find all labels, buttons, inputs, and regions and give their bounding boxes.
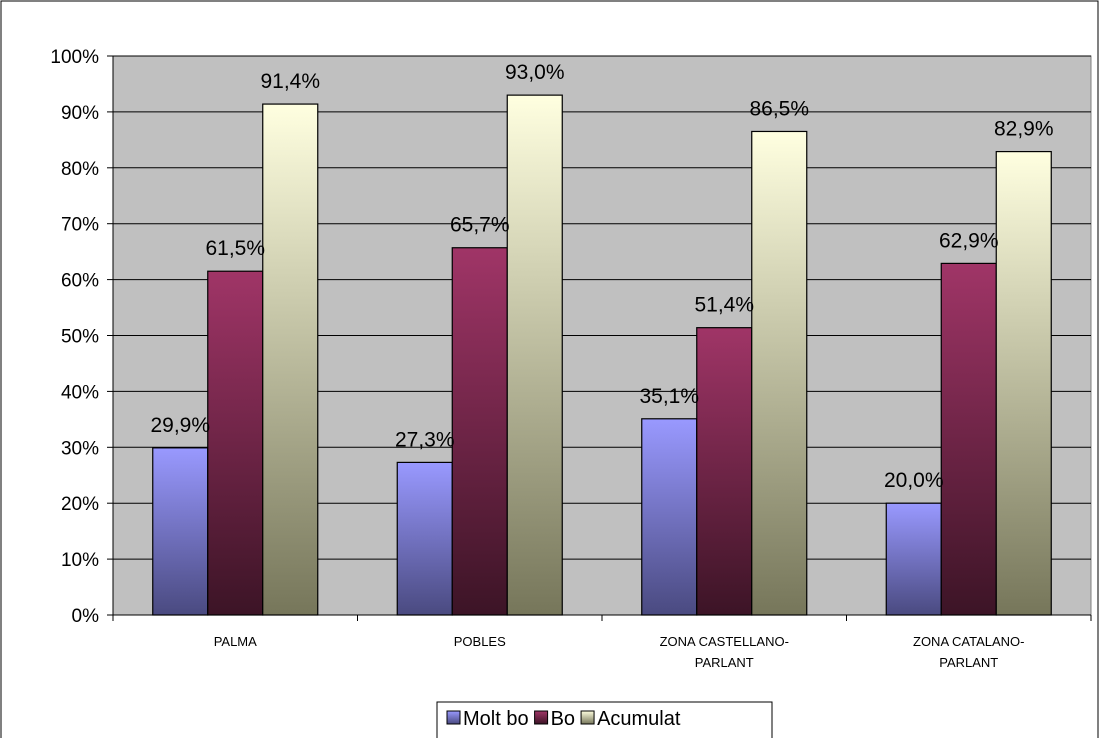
legend: Molt bo Bo Acumulat xyxy=(436,701,773,738)
y-tick-label: 20% xyxy=(61,494,99,515)
bar-bo xyxy=(940,262,997,616)
data-label: 91,4% xyxy=(260,70,320,93)
x-tick-label: PALMA xyxy=(214,634,257,649)
bar-molt-bo xyxy=(152,447,209,616)
data-label: 62,9% xyxy=(939,229,999,252)
data-label: 35,1% xyxy=(639,385,699,408)
legend-box xyxy=(436,701,773,738)
y-tick-label: 60% xyxy=(61,271,99,292)
data-label: 93,0% xyxy=(505,61,565,84)
x-tick-label: ZONA CASTELLANO- xyxy=(660,634,789,649)
data-label: 65,7% xyxy=(450,214,510,237)
legend-swatch xyxy=(534,710,549,725)
y-tick-label: 70% xyxy=(61,215,99,236)
bar-molt-bo xyxy=(396,461,453,616)
bar-acumulat xyxy=(995,150,1052,616)
bars xyxy=(152,94,1052,616)
bar-bo xyxy=(207,270,264,616)
x-tick-label: PARLANT xyxy=(939,655,998,670)
data-label: 51,4% xyxy=(694,294,754,317)
bar-bo xyxy=(451,247,508,616)
bar-molt-bo xyxy=(885,502,942,616)
y-tick-label: 10% xyxy=(61,550,99,571)
bar-acumulat xyxy=(506,94,563,616)
x-tick-label: POBLES xyxy=(454,634,506,649)
y-tick-label: 30% xyxy=(61,438,99,459)
y-tick-label: 40% xyxy=(61,382,99,403)
bar-acumulat xyxy=(262,103,319,616)
y-tick-label: 100% xyxy=(50,47,99,68)
bar-molt-bo xyxy=(641,418,698,616)
bar-bo xyxy=(696,327,753,616)
axes: 0% 10% 20% 30% 40% 50% 60% 70% 80% 90% 100% PALMA PO… xyxy=(50,47,1092,670)
data-label: 82,9% xyxy=(994,118,1054,141)
bar-acumulat xyxy=(751,130,808,616)
x-tick-label: ZONA CATALANO- xyxy=(913,634,1024,649)
x-tick-label: PARLANT xyxy=(695,655,754,670)
data-labels: 29,9% 61,5% 91,4% 27,3% 65,7% 93,0% 35,1% 51,4%… xyxy=(150,61,1053,492)
data-label: 86,5% xyxy=(749,97,809,120)
legend-swatch xyxy=(580,710,595,725)
legend-label: Bo xyxy=(551,708,575,730)
y-tick-label: 90% xyxy=(61,103,99,124)
data-label: 61,5% xyxy=(205,237,265,260)
data-label: 29,9% xyxy=(150,414,210,437)
legend-swatch xyxy=(446,710,461,725)
legend-label: Molt bo xyxy=(463,708,529,730)
legend-label: Acumulat xyxy=(597,708,681,730)
y-tick-label: 0% xyxy=(72,606,100,627)
data-label: 20,0% xyxy=(884,469,944,492)
data-label: 27,3% xyxy=(395,428,455,451)
y-tick-label: 80% xyxy=(61,159,99,180)
y-tick-label: 50% xyxy=(61,327,99,348)
